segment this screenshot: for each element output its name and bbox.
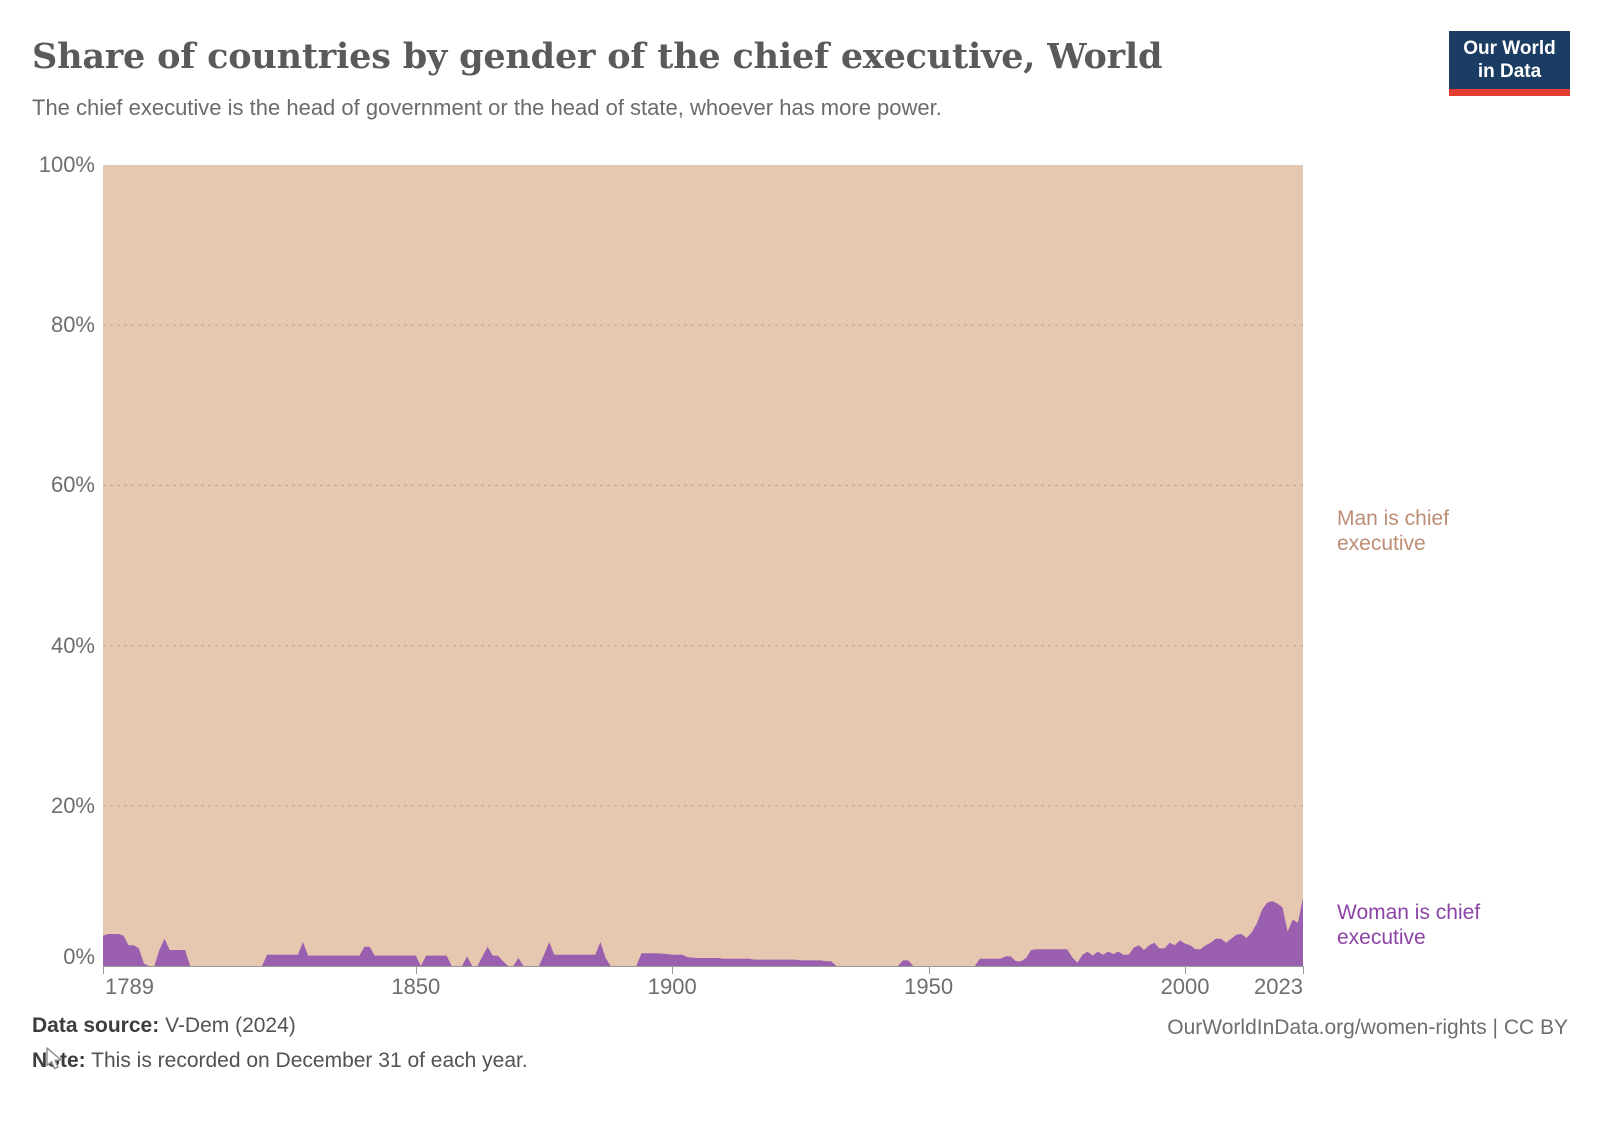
series-label-woman: Woman is chief executive <box>1337 901 1481 949</box>
series-label-man: Man is chief executive <box>1337 507 1450 555</box>
x-tick-label-1789: 1789 <box>105 974 154 999</box>
page-subtitle: The chief executive is the head of gover… <box>32 95 942 120</box>
stacked-area-chart[interactable] <box>103 165 1303 966</box>
y-tick-label-20: 20% <box>50 792 95 818</box>
data-source-line: Data source: V-Dem (2024) <box>32 1014 296 1038</box>
x-axis-line <box>103 966 1304 967</box>
chart-canvas[interactable] <box>103 165 1303 966</box>
x-tick-label-1950: 1950 <box>904 974 954 999</box>
x-tick-mark-1850 <box>415 967 417 974</box>
owid-logo[interactable]: Our World in Data <box>1449 31 1570 96</box>
x-tick-mark-1950 <box>928 967 930 974</box>
y-tick-label-0: 0% <box>63 944 95 969</box>
x-tick-label-2000: 2000 <box>1160 974 1210 999</box>
x-tick-mark-2023 <box>1303 967 1304 974</box>
x-tick-mark-2000 <box>1185 967 1187 974</box>
area-woman-chief-executive[interactable] <box>103 897 1303 966</box>
mouse-pointer-icon <box>46 1047 62 1070</box>
x-tick-label-2023: 2023 <box>1254 974 1303 999</box>
owid-logo-line2: in Data <box>1477 61 1542 82</box>
data-source-value: V-Dem (2024) <box>165 1014 296 1037</box>
attribution-link[interactable]: OurWorldInData.org/women-rights | CC BY <box>1167 1016 1568 1039</box>
x-tick-mark-1789 <box>103 967 104 974</box>
note-line: Note: This is recorded on December 31 of… <box>32 1049 528 1073</box>
area-man-chief-executive[interactable] <box>103 165 1303 966</box>
x-tick-label-1850: 1850 <box>391 974 441 999</box>
note-text: This is recorded on December 31 of each … <box>91 1049 528 1072</box>
y-tick-label-60: 60% <box>50 472 95 498</box>
x-tick-mark-1900 <box>672 967 674 974</box>
data-source-label: Data source: <box>32 1014 160 1037</box>
x-tick-label-1900: 1900 <box>647 974 697 999</box>
y-tick-label-80: 80% <box>50 312 95 338</box>
y-tick-label-100: 100% <box>38 152 95 177</box>
page-title: Share of countries by gender of the chie… <box>32 36 1163 77</box>
owid-logo-line1: Our World <box>1463 38 1556 59</box>
y-tick-label-40: 40% <box>50 632 95 658</box>
